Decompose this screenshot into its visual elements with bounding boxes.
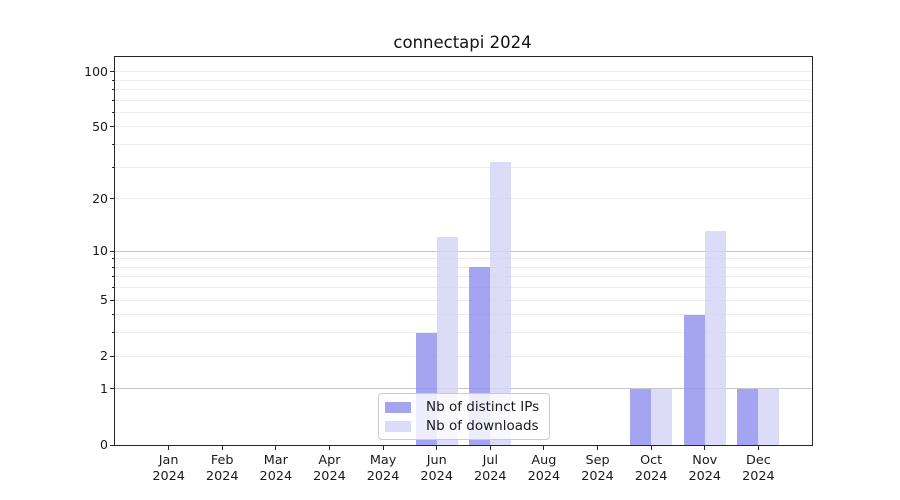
x-tick	[757, 445, 759, 450]
gridline	[115, 388, 812, 390]
y-tick-label: 1	[100, 380, 108, 396]
bar-distinct-ips	[683, 314, 705, 445]
x-tick	[221, 445, 223, 450]
x-tick-label: May 2024	[366, 453, 400, 484]
y-tick-label: 0	[100, 437, 108, 452]
y-tick-minor	[112, 111, 115, 113]
gridline	[115, 166, 812, 168]
bar-downloads	[490, 162, 512, 445]
x-tick	[275, 445, 277, 450]
y-tick	[110, 71, 115, 73]
y-tick-minor	[112, 287, 115, 289]
gridline	[115, 99, 812, 101]
x-tick-label: Jun 2024	[420, 453, 453, 484]
x-tick	[382, 445, 384, 450]
x-tick-label: Oct 2024	[634, 453, 668, 484]
x-tick-label: Nov 2024	[688, 453, 722, 484]
legend-label-downloads: Nb of downloads	[426, 418, 539, 434]
x-tick	[328, 445, 330, 450]
gridline	[115, 250, 812, 252]
gridline	[115, 299, 812, 301]
gridline	[115, 88, 812, 90]
y-tick	[110, 198, 115, 200]
legend-swatch-distinct-ips	[385, 401, 411, 413]
bar-distinct-ips	[737, 388, 759, 445]
bar-downloads	[704, 231, 726, 445]
x-tick-label: Feb 2024	[205, 453, 239, 484]
y-tick-minor	[112, 99, 115, 101]
x-tick	[597, 445, 599, 450]
x-tick-label: Dec 2024	[742, 453, 775, 484]
gridline	[115, 314, 812, 316]
bar-downloads	[651, 388, 673, 445]
gridline	[115, 144, 812, 146]
chart-title: connectapi 2024	[393, 33, 532, 52]
y-tick-label: 20	[92, 190, 108, 206]
y-tick-minor	[112, 88, 115, 90]
y-tick-minor	[112, 332, 115, 334]
legend-item-distinct-ips: Nb of distinct IPs	[385, 400, 539, 414]
x-tick	[543, 445, 545, 450]
y-tick-minor	[112, 276, 115, 278]
y-tick-minor	[112, 166, 115, 168]
x-tick-label: Jul 2024	[474, 453, 507, 484]
y-tick-label: 2	[100, 348, 108, 364]
y-tick-minor	[112, 144, 115, 146]
x-tick-label: Mar 2024	[259, 453, 293, 484]
legend-swatch-downloads	[385, 420, 411, 432]
y-tick-label: 5	[100, 292, 108, 308]
y-tick	[110, 126, 115, 128]
x-tick-label: Apr 2024	[313, 453, 346, 484]
x-tick-label: Jan 2024	[152, 453, 185, 484]
legend-item-downloads: Nb of downloads	[385, 419, 539, 433]
gridline	[115, 111, 812, 113]
y-tick	[110, 250, 115, 252]
x-tick	[436, 445, 438, 450]
y-tick-minor	[112, 314, 115, 316]
bar-downloads	[758, 388, 780, 445]
y-tick-minor	[112, 79, 115, 81]
gridline	[115, 276, 812, 278]
gridline	[115, 258, 812, 260]
x-tick	[489, 445, 491, 450]
y-tick-minor	[112, 266, 115, 268]
x-tick	[650, 445, 652, 450]
gridline	[115, 355, 812, 357]
gridline	[115, 332, 812, 334]
y-tick-label: 100	[84, 63, 108, 79]
legend: Nb of distinct IPs Nb of downloads	[378, 393, 551, 440]
y-tick	[110, 388, 115, 390]
y-tick	[110, 355, 115, 357]
y-tick-label: 50	[92, 118, 108, 134]
legend-label-distinct-ips: Nb of distinct IPs	[426, 399, 540, 415]
y-tick-minor	[112, 258, 115, 260]
x-tick-label: Aug 2024	[527, 453, 561, 484]
y-tick	[110, 444, 115, 446]
gridline	[115, 71, 812, 73]
bar-distinct-ips	[630, 388, 652, 445]
gridline	[115, 79, 812, 81]
gridline	[115, 287, 812, 289]
y-tick-label: 10	[92, 243, 108, 258]
x-tick	[704, 445, 706, 450]
y-tick	[110, 299, 115, 301]
x-tick	[168, 445, 170, 450]
plot-area: 0 1 2 5 10 20 50 100 Jan 2024 Feb 2024 Mar 2024 Apr 202…	[84, 56, 813, 484]
gridline	[115, 266, 812, 268]
gridline	[115, 198, 812, 200]
x-tick-label: Sep 2024	[581, 453, 614, 484]
gridline	[115, 126, 812, 128]
